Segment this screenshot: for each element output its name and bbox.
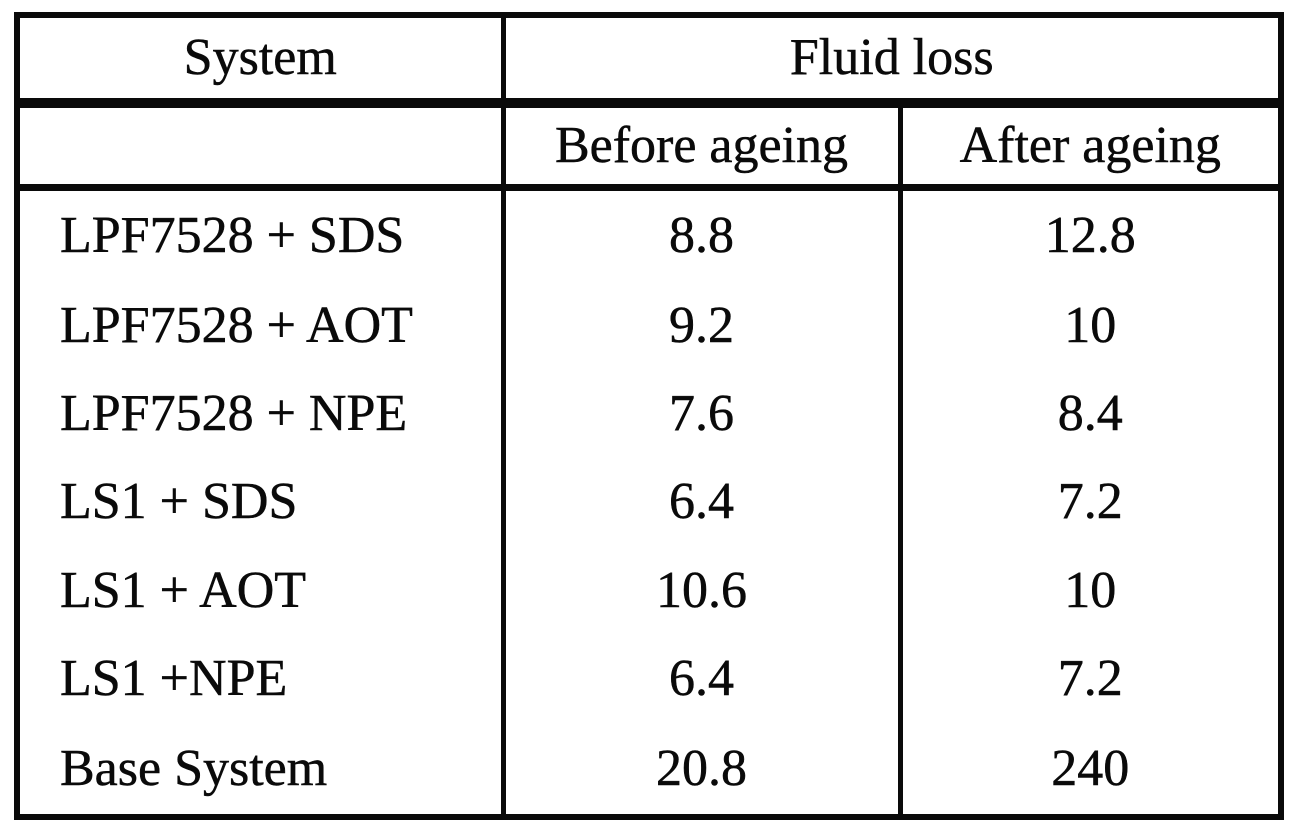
before-ageing-value-cell: 6.4 [500, 458, 900, 547]
before-ageing-value-cell: 10.6 [500, 546, 900, 635]
table-row: LPF7528 + NPE 7.6 8.4 [17, 369, 1282, 459]
table-row: Base System 20.8 240 [17, 723, 1282, 817]
after-ageing-value-cell: 10 [897, 546, 1282, 635]
table-header-row-primary: System Fluid loss [17, 15, 1282, 108]
before-ageing-value-cell: 7.6 [500, 369, 900, 459]
table-row: LPF7528 + AOT 9.2 10 [17, 281, 1282, 370]
after-ageing-value-cell: 240 [897, 723, 1282, 817]
header-spacer-cell [17, 103, 503, 191]
system-name-cell: LS1 +NPE [60, 650, 288, 708]
table-row: LS1 + AOT 10.6 10 [17, 546, 1282, 635]
header-before-ageing-cell: Before ageing [500, 103, 900, 191]
system-name-cell: LPF7528 + SDS [60, 206, 405, 264]
header-after-ageing-cell: After ageing [897, 103, 1282, 191]
table-row: LPF7528 + SDS 8.8 12.8 [17, 187, 1282, 282]
after-ageing-value-cell: 7.2 [897, 634, 1282, 724]
system-name-cell: LPF7528 + NPE [60, 384, 408, 442]
before-ageing-value-cell: 6.4 [500, 634, 900, 724]
table-row: LS1 +NPE 6.4 7.2 [17, 634, 1282, 724]
after-ageing-value-cell: 8.4 [897, 369, 1282, 459]
before-ageing-value-cell: 8.8 [500, 187, 900, 282]
before-ageing-value-cell: 20.8 [500, 723, 900, 817]
system-name-cell: LS1 + AOT [60, 561, 307, 619]
header-fluid-loss-cell: Fluid loss [500, 15, 1282, 108]
after-ageing-value-cell: 12.8 [897, 187, 1282, 282]
after-ageing-value-cell: 10 [897, 281, 1282, 370]
header-system-cell: System [17, 15, 503, 108]
before-ageing-value-cell: 9.2 [500, 281, 900, 370]
system-name-cell: Base System [60, 739, 328, 797]
fluid-loss-table: System Fluid loss Before ageing After ag… [14, 12, 1285, 820]
table-header-row-secondary: Before ageing After ageing [17, 103, 1282, 191]
system-name-cell: LS1 + SDS [60, 473, 298, 531]
table-row: LS1 + SDS 6.4 7.2 [17, 458, 1282, 547]
system-name-cell: LPF7528 + AOT [60, 296, 413, 354]
after-ageing-value-cell: 7.2 [897, 458, 1282, 547]
